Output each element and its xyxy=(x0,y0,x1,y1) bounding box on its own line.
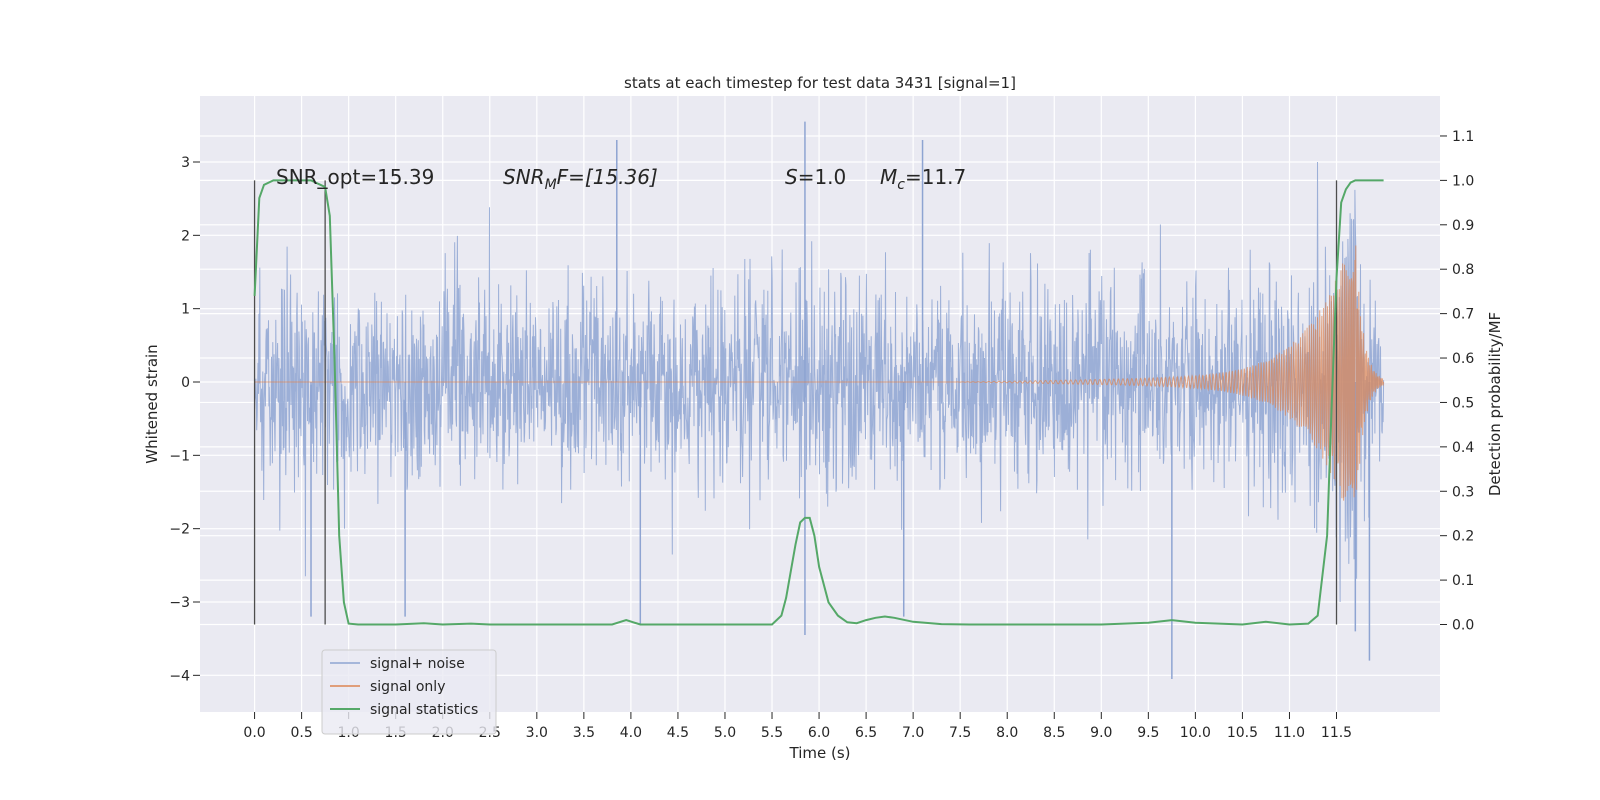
x-tick-label: 11.5 xyxy=(1321,725,1352,741)
y2-tick-label: 0.4 xyxy=(1452,440,1474,456)
x-tick-label: 0.5 xyxy=(290,725,312,741)
y2-tick-label: 0.8 xyxy=(1452,262,1474,278)
x-tick-label: 0.0 xyxy=(243,725,265,741)
y-tick-label: 1 xyxy=(181,302,190,318)
y-tick-label: −4 xyxy=(169,668,190,684)
y-tick-label: 3 xyxy=(181,155,190,171)
series-signal-statistics-line xyxy=(253,179,1384,626)
x-tick-label: 3.5 xyxy=(573,725,595,741)
legend-box xyxy=(321,649,497,735)
annotation-s: S=1.0 xyxy=(785,165,846,189)
x-tick-label: 9.5 xyxy=(1137,725,1159,741)
x-tick-label: 11.0 xyxy=(1274,725,1305,741)
x-tick-label: 3.0 xyxy=(526,725,548,741)
annotation-snr-opt: SNR_opt=15.39 xyxy=(276,165,434,189)
x-tick-label: 5.0 xyxy=(714,725,736,741)
x-tick-label: 4.5 xyxy=(667,725,689,741)
x-tick-label: 9.0 xyxy=(1090,725,1112,741)
legend: signal+ noise signal only signal statist… xyxy=(321,649,497,735)
legend-label-signal-statistics: signal statistics xyxy=(370,702,478,718)
y2-tick-label: 0.0 xyxy=(1452,618,1474,634)
x-tick-label: 5.5 xyxy=(761,725,783,741)
y2-tick-label: 1.0 xyxy=(1452,173,1474,189)
y-tick-label: −1 xyxy=(169,448,190,464)
plot-area xyxy=(253,121,1385,679)
y2-tick-label: 0.2 xyxy=(1452,529,1474,545)
x-axis-label: Time (s) xyxy=(789,744,851,762)
legend-label-signal-only: signal only xyxy=(370,679,445,695)
series-signal-only-line xyxy=(254,245,1385,501)
x-tick-label: 8.0 xyxy=(996,725,1018,741)
x-tick-label: 6.0 xyxy=(808,725,830,741)
x-tick-label: 4.0 xyxy=(620,725,642,741)
series-signal-plus-noise-line xyxy=(254,161,1385,603)
y2-tick-label: 0.3 xyxy=(1452,484,1474,500)
y-tick-label: −3 xyxy=(169,595,190,611)
annotation-mc: Mc=11.7 xyxy=(880,165,966,193)
x-tick-label: 6.5 xyxy=(855,725,877,741)
y-tick-label: 0 xyxy=(181,375,190,391)
y2-axis-label: Detection probability/MF xyxy=(1486,312,1504,496)
y2-axis-ticks: 0.0 0.1 0.2 0.3 0.4 0.5 0.6 0.7 0.8 0.9 1.0 1.1 xyxy=(1440,129,1474,634)
x-axis-ticks: 0.00.51.01.52.02.53.03.54.04.55.05.56.06… xyxy=(243,712,1352,741)
x-tick-label: 8.5 xyxy=(1043,725,1065,741)
x-tick-label: 7.5 xyxy=(949,725,971,741)
y-tick-label: 2 xyxy=(181,228,190,244)
x-tick-label: 10.5 xyxy=(1227,725,1258,741)
y2-tick-label: 0.1 xyxy=(1452,573,1474,589)
y2-tick-label: 0.5 xyxy=(1452,395,1474,411)
y-axis-ticks: −4 −3 −2 −1 0 1 2 3 xyxy=(169,155,200,684)
y-tick-label: −2 xyxy=(169,522,190,538)
legend-label-signal-plus-noise: signal+ noise xyxy=(370,656,465,672)
x-tick-label: 7.0 xyxy=(902,725,924,741)
x-tick-label: 10.0 xyxy=(1180,725,1211,741)
annotation-snr-mf: SNRMF=[15.36] xyxy=(503,165,658,193)
y2-tick-label: 0.6 xyxy=(1452,351,1474,367)
y-axis-label: Whitened strain xyxy=(143,344,161,463)
noise-extreme-spikes xyxy=(310,121,1371,679)
y2-tick-label: 0.9 xyxy=(1452,218,1474,234)
marker-vertical-lines xyxy=(253,180,1338,625)
chart-title: stats at each timestep for test data 343… xyxy=(624,74,1016,92)
y2-tick-label: 0.7 xyxy=(1452,307,1474,323)
y2-tick-label: 1.1 xyxy=(1452,129,1474,145)
